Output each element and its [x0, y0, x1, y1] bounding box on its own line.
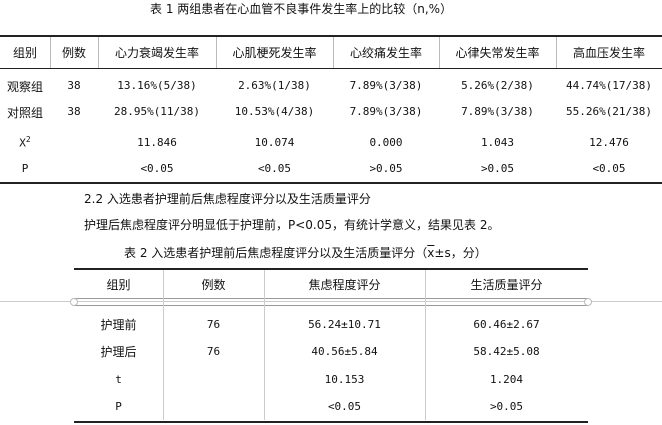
table1-cell: 55.26%(21/38) — [565, 105, 653, 118]
table2-cell: <0.05 — [327, 400, 362, 413]
table1-cell: 10.53%(4/38) — [234, 105, 315, 118]
table1-cell: 7.89%(3/38) — [349, 105, 423, 118]
table1-cell: 10.074 — [254, 136, 295, 149]
table2-cell: 60.46±2.67 — [473, 318, 540, 331]
table1-col-sep — [333, 37, 334, 68]
table1-header-hypertension: 高血压发生率 — [572, 46, 645, 60]
table2-cell: >0.05 — [489, 400, 524, 413]
table1-cell: 44.74%(17/38) — [565, 79, 653, 92]
table2-right-marker — [584, 298, 592, 306]
table1-header-count: 例数 — [61, 46, 86, 60]
table1-cell: <0.05 — [140, 162, 174, 175]
table1-cell: 7.89%(3/38) — [461, 105, 534, 118]
table1-header-heart-failure: 心力衰竭发生率 — [114, 46, 199, 60]
table2-col-sep — [425, 270, 426, 420]
table1-cell: 38 — [67, 79, 81, 92]
table1-header-mi: 心肌梗死发生率 — [232, 46, 317, 60]
table1-header-rule — [0, 68, 662, 69]
table2-cell: 58.42±5.08 — [473, 345, 540, 358]
table2-caption-xbar: x — [427, 246, 435, 260]
table2-caption-prefix: 表 2 入选患者护理前后焦虑程度评分以及生活质量评分（ — [124, 246, 428, 260]
table2-cell: t — [115, 373, 122, 386]
table2-left-marker — [70, 298, 78, 306]
table2-cell: 1.204 — [489, 373, 524, 386]
table2-cell: 40.56±5.84 — [311, 345, 378, 358]
table1-cell: 13.16%(5/38) — [117, 79, 197, 92]
section-heading: 2.2 入选患者护理前后焦虑程度评分以及生活质量评分 — [84, 192, 371, 206]
table1-col-sep — [556, 37, 557, 68]
table1-cell: P — [21, 162, 29, 175]
table2-cell: 76 — [206, 345, 221, 358]
table2-header-group: 组别 — [106, 278, 131, 292]
table2-caption-suffix: ±s，分） — [434, 246, 487, 260]
table1-caption: 表 1 两组患者在心血管不良事件发生率上的比较（n,%） — [150, 2, 453, 16]
table1-cell: 38 — [67, 105, 81, 118]
table1-header-angina: 心绞痛发生率 — [349, 46, 422, 60]
table1-cell: 11.846 — [137, 136, 177, 149]
table1-cell: 7.89%(3/38) — [349, 79, 423, 92]
table1-cell: >0.05 — [480, 162, 515, 175]
table2-cell: 护理前 — [100, 318, 137, 332]
table1-cell: 对照组 — [6, 106, 43, 120]
table2-header-rule-extension — [0, 301, 662, 302]
table1-chi-label: X2 — [0, 135, 50, 150]
table1-cell: <0.05 — [257, 162, 292, 175]
table1-header-arrhythmia: 心律失常发生率 — [455, 46, 540, 60]
table2-top-rule — [74, 268, 588, 270]
table1-cell: 观察组 — [6, 80, 43, 94]
section-paragraph: 护理后焦虑程度评分明显低于护理前，P<0.05，有统计学意义，结果见表 2。 — [84, 218, 500, 232]
table1-header-group: 组别 — [12, 46, 37, 60]
table1-cell: 0.000 — [369, 136, 403, 149]
table2-cell: 56.24±10.71 — [308, 318, 381, 331]
table1-col-sep — [439, 37, 440, 68]
table2-cell: P — [115, 400, 122, 413]
table2-cell: 10.153 — [324, 373, 365, 386]
table2-header-count: 例数 — [201, 278, 226, 292]
table2-header-rule-upper — [74, 298, 588, 299]
table1-col-sep — [50, 37, 51, 68]
table2-header-quality: 生活质量评分 — [470, 278, 543, 292]
table1-col-sep — [216, 37, 217, 68]
table1-cell: 28.95%(11/38) — [113, 105, 201, 118]
table1-cell: 5.26%(2/38) — [461, 79, 534, 92]
table2-header-anxiety: 焦虑程度评分 — [308, 278, 381, 292]
table2-cell: 护理后 — [100, 345, 137, 359]
table1-cell: 2.63%(1/38) — [238, 79, 311, 92]
table1-cell: 1.043 — [480, 136, 515, 149]
chi-superscript: 2 — [25, 135, 31, 144]
table1-cell: >0.05 — [369, 162, 403, 175]
table2-col-sep — [163, 270, 164, 420]
table1-bottom-rule — [0, 182, 662, 184]
table1-cell: 12.476 — [589, 136, 629, 149]
table1-top-rule — [0, 35, 662, 37]
chi-symbol: X — [19, 136, 26, 150]
table2-bottom-rule — [74, 421, 588, 423]
table2-cell: 76 — [206, 318, 221, 331]
table2-caption: 表 2 入选患者护理前后焦虑程度评分以及生活质量评分（x±s，分） — [124, 244, 487, 261]
table2-col-sep — [264, 270, 265, 420]
table2-header-rule-lower — [74, 305, 588, 306]
table1-col-sep — [98, 37, 99, 68]
table1-cell: <0.05 — [592, 162, 626, 175]
